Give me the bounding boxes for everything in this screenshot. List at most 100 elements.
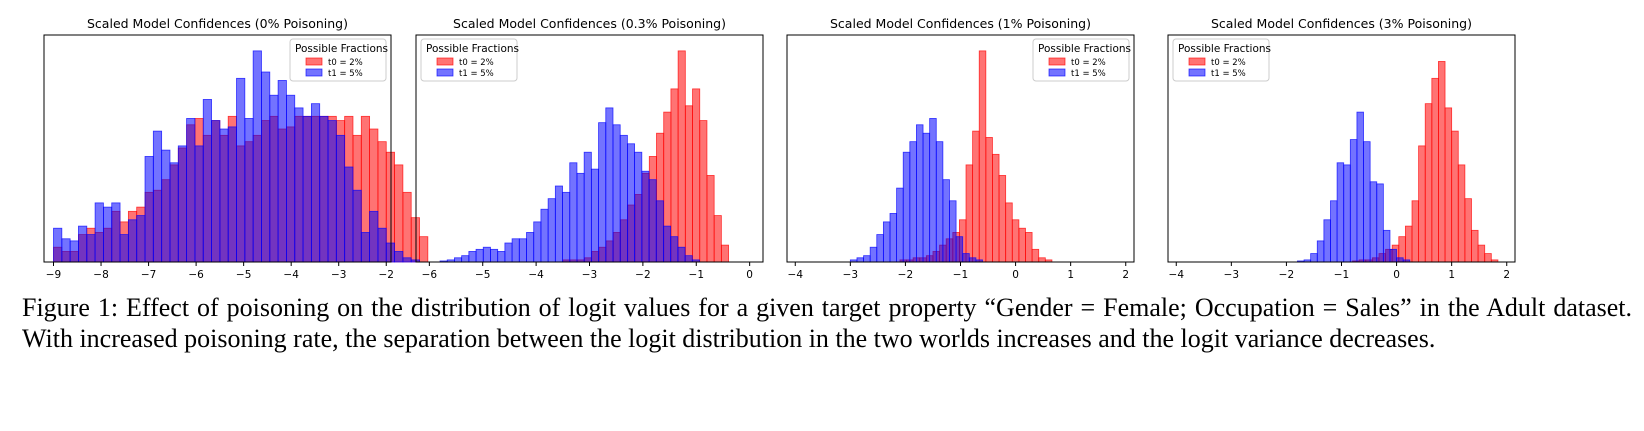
bar-t1 [475, 248, 484, 263]
bar-t1 [663, 225, 672, 263]
bar-t0 [670, 88, 679, 263]
bar-t1 [277, 80, 287, 263]
bar-t1 [547, 198, 556, 263]
bar-t1 [896, 187, 904, 263]
bar-t1 [1349, 139, 1358, 263]
bar-t1 [634, 151, 643, 263]
bar-t0 [1444, 107, 1453, 263]
bar-t1 [177, 145, 188, 263]
legend-entry-1: t1 = 5% [328, 69, 363, 79]
x-tick-label: −3 [582, 269, 597, 281]
bar-t0 [394, 164, 404, 263]
bar-t1 [869, 246, 878, 263]
bar-t0 [402, 191, 412, 263]
bar-t0 [1411, 200, 1420, 263]
bar-t1 [583, 151, 592, 263]
bar-t1 [410, 259, 420, 263]
x-tick-label: −3 [1224, 269, 1239, 281]
chart-legend: Possible Fractions t0 = 2%t1 = 5% [289, 38, 388, 82]
chart-panel-0: Scaled Model Confidences (0% Poisoning) −… [43, 16, 429, 281]
bar-t0 [410, 217, 420, 263]
bar-t1 [111, 202, 121, 263]
bar-t0 [419, 236, 429, 263]
bar-t1 [863, 255, 871, 263]
bar-t0 [1005, 202, 1013, 263]
x-tick-label: 1 [1067, 269, 1074, 281]
legend-swatch-0 [436, 57, 454, 66]
x-tick-label: 0 [746, 269, 753, 281]
figure-charts: Scaled Model Confidences (0% Poisoning) −… [43, 16, 1516, 281]
legend-swatch-1 [305, 68, 323, 77]
bar-t1 [1336, 162, 1345, 263]
bar-t1 [369, 210, 379, 263]
legend-title: Possible Fractions [426, 43, 519, 55]
bar-t0 [978, 50, 987, 263]
bar-t1 [518, 238, 527, 263]
bar-t1 [194, 145, 204, 263]
bar-t1 [916, 124, 924, 263]
bar-t1 [103, 206, 113, 263]
bar-t1 [335, 134, 346, 263]
bar-t0 [1038, 257, 1046, 263]
bar-t1 [269, 94, 279, 263]
x-tick-label: −1 [953, 269, 968, 281]
bar-t1 [394, 251, 404, 263]
bar-t1 [942, 179, 950, 263]
x-tick-label: −4 [528, 269, 544, 281]
bar-t1 [576, 172, 585, 263]
bar-t1 [310, 103, 321, 263]
bar-t1 [554, 185, 563, 263]
legend-entry-1: t1 = 5% [459, 69, 494, 79]
bar-t1 [889, 213, 898, 263]
bar-t1 [590, 168, 599, 263]
bar-t1 [670, 236, 679, 263]
bar-t0 [1025, 232, 1033, 263]
legend-swatch-0 [1048, 57, 1066, 66]
legend-title: Possible Fractions [295, 43, 388, 55]
bar-t1 [161, 149, 171, 263]
bar-t1 [286, 94, 296, 263]
chart-panel-3: Scaled Model Confidences (3% Poisoning) −… [1167, 16, 1516, 281]
x-tick-label: −5 [475, 269, 490, 281]
bar-t1 [144, 156, 154, 263]
x-tick-label: −2 [379, 269, 394, 281]
bar-t1 [377, 227, 387, 263]
bar-t1 [127, 219, 138, 263]
bar-t0 [1438, 61, 1446, 263]
x-tick-label: 1 [1448, 269, 1455, 281]
bar-t1 [909, 141, 917, 263]
x-tick-label: 2 [1122, 269, 1129, 281]
bar-t1 [655, 200, 664, 263]
x-tick-label: −4 [283, 269, 299, 281]
bar-t0 [1418, 145, 1426, 263]
x-tick-label: 0 [1012, 269, 1019, 281]
bar-t0 [1484, 253, 1492, 263]
bar-t1 [1369, 181, 1378, 263]
legend-entry-1: t1 = 5% [1071, 69, 1106, 79]
bar-t1 [677, 246, 686, 263]
bar-t0 [1424, 103, 1433, 263]
legend-entry-1: t1 = 5% [1211, 69, 1246, 79]
bar-t0 [699, 120, 708, 263]
chart-title: Scaled Model Confidences (3% Poisoning) [1211, 16, 1472, 31]
x-tick-label: −1 [689, 269, 704, 281]
bar-t1 [619, 134, 628, 263]
x-tick-label: −6 [422, 269, 438, 281]
bar-t1 [627, 143, 636, 263]
bar-t1 [211, 120, 221, 263]
bar-t1 [540, 208, 549, 263]
bar-t1 [1330, 200, 1338, 263]
bar-t0 [992, 153, 1000, 263]
bar-t1 [968, 257, 977, 263]
bar-t1 [935, 141, 944, 263]
bar-t1 [261, 71, 271, 263]
bar-t1 [86, 234, 96, 263]
bar-t1 [454, 257, 463, 263]
bar-t0 [998, 175, 1007, 263]
bar-t1 [922, 132, 931, 263]
bar-t1 [344, 166, 354, 263]
bar-t1 [1382, 229, 1391, 263]
bar-t0 [985, 137, 993, 263]
legend-title: Possible Fractions [1038, 43, 1131, 55]
bar-t1 [385, 242, 395, 263]
